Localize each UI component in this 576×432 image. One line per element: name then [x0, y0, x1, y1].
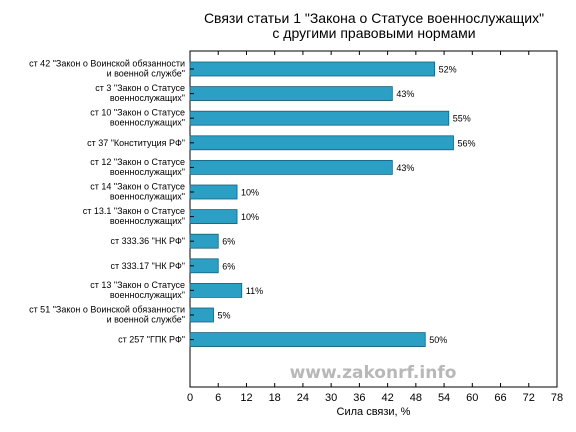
bar: [189, 86, 393, 101]
category-label: ст 51 "Закон о Воинской обязанности: [29, 305, 185, 315]
category-label: военнослужащих": [110, 118, 185, 128]
x-axis: 0 6 12 18 24 30 36 42 48 54 60 66 72 78: [187, 51, 563, 404]
category-label: и военной службе": [107, 69, 185, 79]
x-tick-label: 30: [325, 392, 337, 404]
category-label: военнослужащих": [110, 167, 185, 177]
category-label: ст 333.36 "НК РФ": [110, 236, 185, 246]
category-label: ст 3 "Закон о Статусе: [95, 83, 185, 93]
bar: [189, 159, 393, 175]
x-tick-label: 48: [410, 392, 422, 404]
category-label: ст 10 "Закон о Статусе: [90, 108, 185, 118]
chart-title-line: Связи статьи 1 "Закона о Статусе военнос…: [204, 10, 544, 26]
x-tick-label: 12: [240, 392, 252, 404]
bar: [189, 135, 454, 151]
x-tick-label: 18: [269, 392, 281, 404]
bar-value-label: 43%: [396, 163, 414, 173]
category-label: ст 12 "Закон о Статусе: [90, 157, 185, 167]
x-axis-label: Сила связи, %: [337, 406, 411, 418]
bar-value-label: 10%: [241, 212, 259, 222]
category-label: военнослужащих": [110, 192, 185, 202]
category-label: ст 257 "ГПК РФ": [118, 335, 185, 345]
x-tick-label: 36: [353, 392, 365, 404]
category-label: ст 13 "Закон о Статусе: [90, 280, 185, 290]
bar-value-label: 10%: [241, 188, 259, 198]
category-label: ст 333.17 "НК РФ": [110, 261, 185, 271]
bar: [189, 110, 450, 126]
x-tick-label: 0: [187, 392, 193, 404]
category-label: ст 14 "Закон о Статусе: [90, 182, 185, 192]
category-label: военнослужащих": [110, 290, 185, 300]
bar: [189, 233, 219, 249]
x-tick-label: 72: [523, 392, 535, 404]
category-label: ст 13.1 "Закон о Статусе: [83, 206, 185, 216]
bar: [189, 282, 243, 298]
category-label: военнослужащих": [110, 216, 185, 226]
bars: 52% 43% 55% 56% 43% 10% 10% 6% 6% 11% 5% 50%: [189, 61, 476, 348]
bar-value-label: 56%: [457, 138, 475, 148]
x-tick-label: 66: [494, 392, 506, 404]
category-label: ст 37 "Конституция РФ": [87, 138, 185, 148]
x-tick-label: 54: [438, 392, 450, 404]
bar-value-label: 52%: [439, 65, 457, 75]
x-tick-label: 24: [297, 392, 309, 404]
bar: [189, 332, 426, 348]
category-label: и военной службе": [107, 315, 185, 325]
chart-title-line: с другими правовыми нормами: [272, 25, 475, 41]
x-tick-label: 42: [381, 392, 393, 404]
bar: [189, 209, 238, 225]
bar-value-label: 6%: [222, 261, 235, 271]
bar: [189, 61, 436, 77]
x-tick-label: 78: [551, 392, 563, 404]
x-tick-label: 6: [215, 392, 221, 404]
bar-value-label: 5%: [218, 311, 231, 321]
bar-value-label: 50%: [429, 335, 447, 345]
watermark: www.zakonrf.info: [290, 363, 457, 383]
x-tick-label: 60: [466, 392, 478, 404]
bar-value-label: 6%: [222, 237, 235, 247]
category-label: ст 42 "Закон о Воинской обязанности: [29, 59, 185, 69]
category-label: военнослужащих": [110, 93, 185, 103]
bar: [189, 258, 219, 274]
bar-value-label: 55%: [453, 114, 471, 124]
bar-value-label: 11%: [246, 286, 263, 296]
bar: [189, 184, 238, 200]
chart-title: Связи статьи 1 "Закона о Статусе военнос…: [204, 10, 544, 41]
bar-value-label: 43%: [396, 89, 414, 99]
